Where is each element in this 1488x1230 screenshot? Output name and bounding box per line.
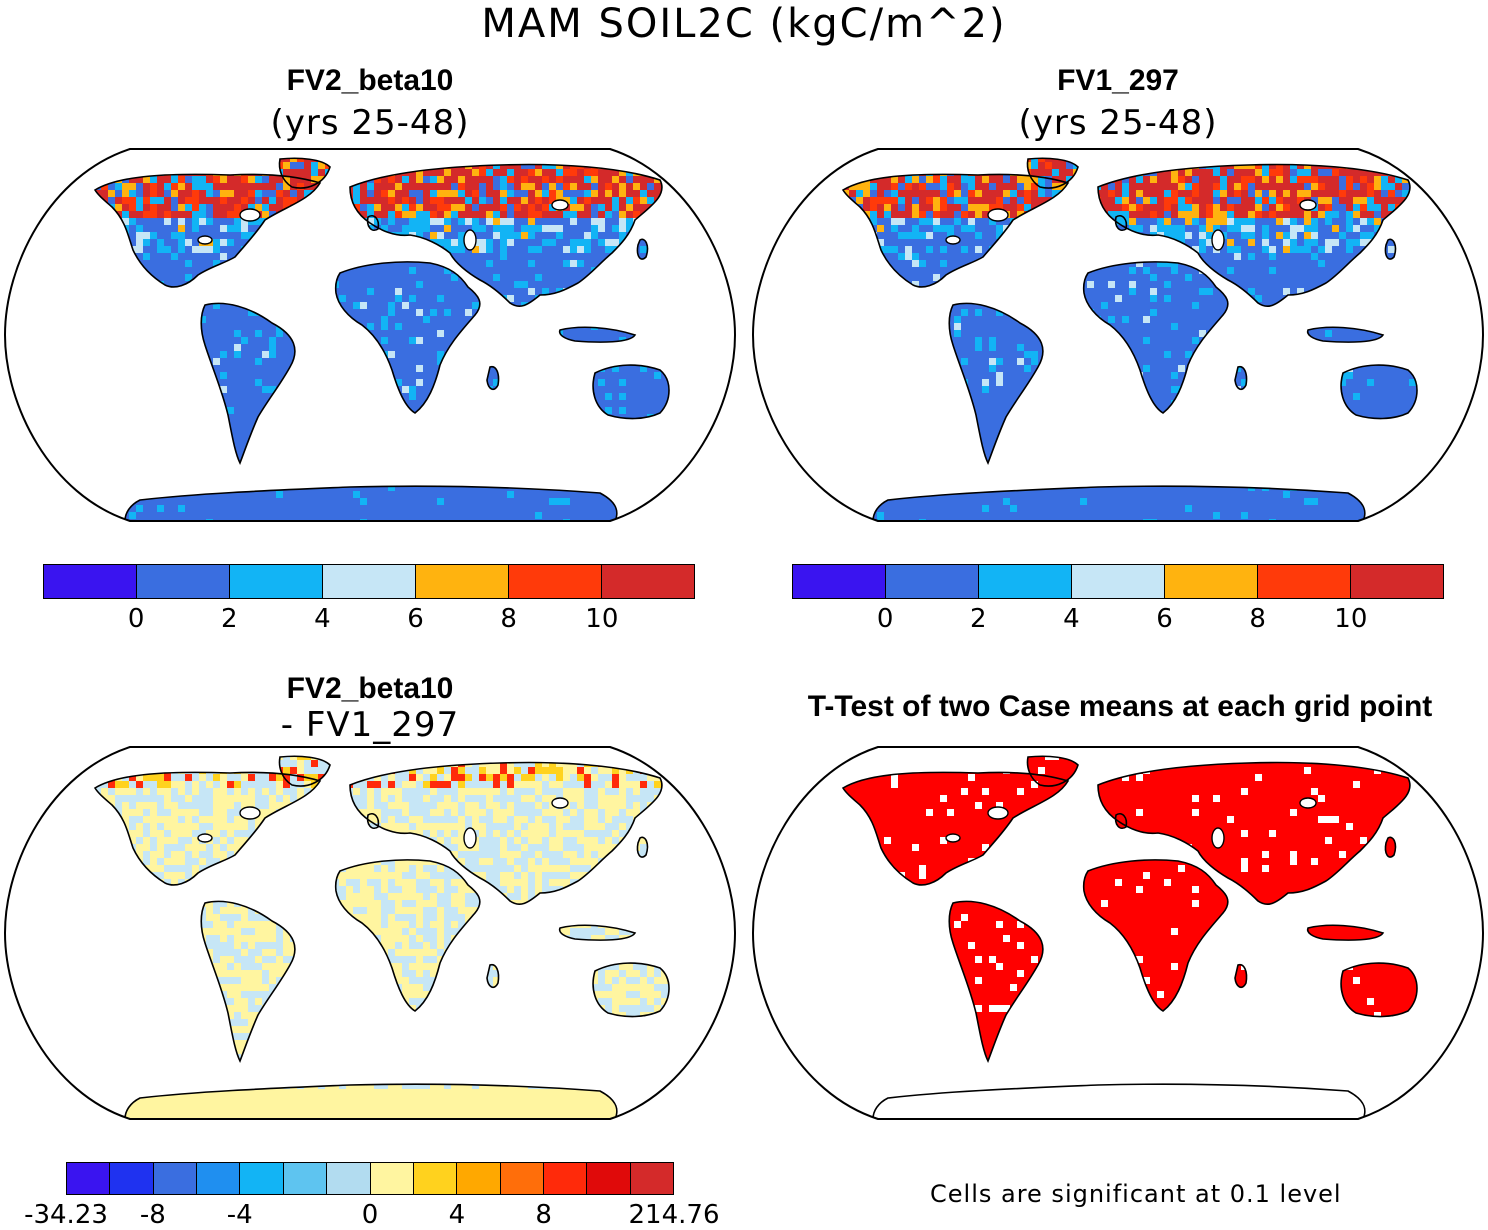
panel2-subtitle: (yrs 25-48) [918, 104, 1318, 142]
lake [946, 236, 960, 244]
colorbar-segment [602, 565, 694, 598]
colorbar-segment [110, 1163, 153, 1194]
colorbar-tick-label: 6 [407, 604, 424, 634]
colorbar-fv1-297 [792, 564, 1444, 599]
colorbar-tick-label: 2 [970, 604, 987, 634]
colorbar-segment [284, 1163, 327, 1194]
map-difference [0, 743, 740, 1123]
colorbar-segment [631, 1163, 673, 1194]
colorbar-tick-label: 0 [362, 1200, 379, 1230]
colorbar-tick-label: -34.23 [24, 1200, 108, 1230]
colorbar-tick-label: 8 [1249, 604, 1266, 634]
panel4-title: T-Test of two Case means at each grid po… [760, 690, 1480, 724]
colorbar-tick-label: -8 [140, 1200, 166, 1230]
lake [946, 834, 960, 842]
lake [198, 236, 212, 244]
colorbar-segment [1072, 565, 1165, 598]
colorbar-segment [1258, 565, 1351, 598]
lake [552, 200, 568, 210]
colorbar-segment [886, 565, 979, 598]
colorbar-tick-label: 4 [314, 604, 331, 634]
colorbar-segment [509, 565, 602, 598]
colorbar-segment [414, 1163, 457, 1194]
panel1-subtitle: (yrs 25-48) [170, 104, 570, 142]
colorbar-tick-label: 214.76 [629, 1200, 720, 1230]
colorbar-tick-label: 0 [877, 604, 894, 634]
panel3-title: FV2_beta10 [170, 672, 570, 706]
lake [198, 834, 212, 842]
lake [1300, 200, 1316, 210]
colorbar-segment [230, 565, 323, 598]
panel3-subtitle: - FV1_297 [170, 706, 570, 744]
map-fv1-297 [748, 145, 1488, 525]
panel1-title: FV2_beta10 [170, 64, 570, 98]
significance-note: Cells are significant at 0.1 level [930, 1180, 1342, 1208]
land-australia [1341, 963, 1417, 1016]
lake [464, 828, 476, 848]
colorbar-tick-label: 10 [585, 604, 618, 634]
lake [1300, 798, 1316, 808]
colorbar-segment [240, 1163, 283, 1194]
colorbar-tick-label: 2 [221, 604, 238, 634]
colorbar-tick-label: 8 [535, 1200, 552, 1230]
colorbar-segment [1351, 565, 1443, 598]
colorbar-tick-label: 8 [500, 604, 517, 634]
colorbar-tick-label: 4 [449, 1200, 466, 1230]
colorbar-tick-label: 10 [1334, 604, 1367, 634]
colorbar-segment [327, 1163, 370, 1194]
lake [552, 798, 568, 808]
colorbar-segment [44, 565, 137, 598]
colorbar-tick-label: 0 [128, 604, 145, 634]
colorbar-segment [323, 565, 416, 598]
colorbar-tick-label: -4 [227, 1200, 253, 1230]
colorbar-tick-label: 4 [1063, 604, 1080, 634]
main-title: MAM SOIL2C (kgC/m^2) [0, 0, 1488, 48]
colorbar-segment [501, 1163, 544, 1194]
colorbar-segment [67, 1163, 110, 1194]
lake [1212, 230, 1224, 250]
map-fv2-beta10 [0, 145, 740, 525]
colorbar-segment [197, 1163, 240, 1194]
panel2-title: FV1_297 [918, 64, 1318, 98]
lake [988, 807, 1008, 819]
colorbar-segment [979, 565, 1072, 598]
colorbar-segment [416, 565, 509, 598]
colorbar-segment [457, 1163, 500, 1194]
colorbar-segment [137, 565, 230, 598]
colorbar-fv2-beta10 [43, 564, 695, 599]
colorbar-difference [66, 1162, 674, 1195]
colorbar-segment [587, 1163, 630, 1194]
lake [240, 807, 260, 819]
colorbar-tick-label: 6 [1156, 604, 1173, 634]
colorbar-segment [1165, 565, 1258, 598]
colorbar-segment [371, 1163, 414, 1194]
lake [240, 209, 260, 221]
colorbar-segment [793, 565, 886, 598]
lake [464, 230, 476, 250]
lake [1212, 828, 1224, 848]
colorbar-segment [544, 1163, 587, 1194]
colorbar-segment [154, 1163, 197, 1194]
map-ttest [748, 743, 1488, 1123]
lake [988, 209, 1008, 221]
